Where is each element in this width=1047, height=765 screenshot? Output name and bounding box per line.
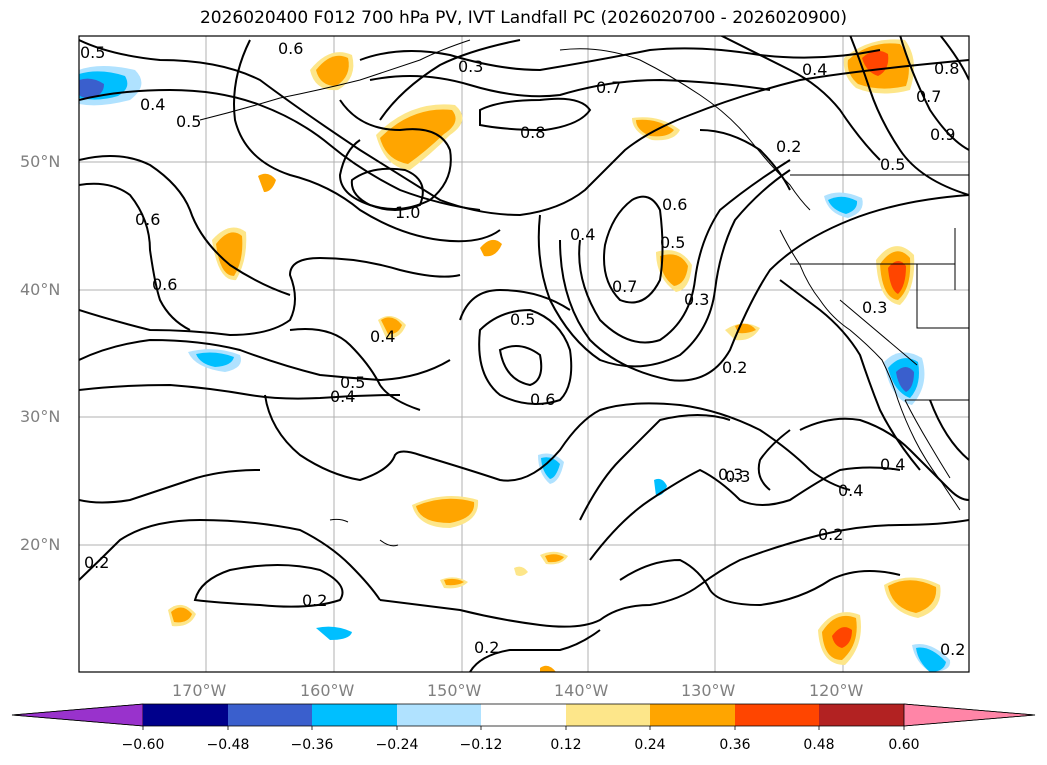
contour-label: 0.4 — [880, 455, 905, 474]
contour-label: 0.2 — [84, 553, 109, 572]
contour-label: 0.5 — [660, 233, 685, 252]
contour-label: 0.3 — [684, 290, 709, 309]
contour-label: 0.4 — [370, 327, 395, 346]
contour-label: 0.5 — [176, 112, 201, 131]
colorbar-tick-label: −0.48 — [206, 737, 250, 753]
lat-label: 30°N — [20, 407, 61, 426]
lon-label: 170°W — [172, 681, 227, 700]
contour-label: 0.2 — [722, 358, 747, 377]
contour-label: 0.6 — [152, 275, 177, 294]
contour-label: 0.5 — [80, 43, 105, 62]
contour-label: 0.5 — [510, 310, 535, 329]
lon-label: 160°W — [300, 681, 355, 700]
colorbar-tick-label: 0.48 — [803, 737, 835, 753]
contour-label: 0.2 — [302, 591, 327, 610]
contour-label: 0.3 — [725, 467, 750, 486]
contour-label: 0.4 — [838, 481, 863, 500]
colorbar-segment — [228, 704, 312, 726]
contour-label: 0.6 — [135, 210, 160, 229]
contour-label: 0.2 — [776, 137, 801, 156]
colorbar-tick-label: −0.24 — [375, 737, 419, 753]
colorbar-tick-label: −0.60 — [121, 737, 165, 753]
contour-label: 0.2 — [818, 525, 843, 544]
colorbar-segment — [481, 704, 566, 726]
colorbar-tick-label: 0.24 — [634, 737, 666, 753]
colorbar-segment — [735, 704, 819, 726]
contour-label: 0.6 — [662, 195, 687, 214]
colorbar-extend-min — [11, 703, 144, 727]
contour-label: 0.4 — [802, 60, 827, 79]
lon-label: 150°W — [427, 681, 482, 700]
colorbar-tick-label: 0.12 — [550, 737, 582, 753]
colorbar-tick-label: −0.36 — [290, 737, 334, 753]
figure-title: 2026020400 F012 700 hPa PV, IVT Landfall… — [199, 8, 847, 28]
contour-label: 0.9 — [930, 125, 955, 144]
colorbar-segment — [566, 704, 650, 726]
lat-label: 40°N — [20, 280, 61, 299]
lon-label: 130°W — [681, 681, 736, 700]
contour-label: 0.3 — [862, 298, 887, 317]
colorbar-segment — [312, 704, 397, 726]
contour-label: 0.2 — [474, 638, 499, 657]
contour-label: 0.5 — [880, 155, 905, 174]
colorbar-segment — [650, 704, 735, 726]
contour-label: 0.8 — [520, 123, 545, 142]
shaded-anomalies — [79, 39, 951, 672]
colorbar-segment — [819, 704, 904, 726]
contour-label: 0.6 — [278, 39, 303, 58]
lon-label: 140°W — [554, 681, 609, 700]
colorbar-tick-label: −0.12 — [459, 737, 503, 753]
contour-label: 0.3 — [458, 57, 483, 76]
colorbar-segment — [397, 704, 481, 726]
colorbar-extend-max — [903, 703, 1036, 727]
contour-label: 0.7 — [612, 277, 637, 296]
contour-label: 1.0 — [395, 203, 420, 222]
contour-label: 0.4 — [330, 387, 355, 406]
contour-label: 0.7 — [916, 87, 941, 106]
contour-label: 0.4 — [570, 225, 595, 244]
colorbar-tick-label: 0.60 — [888, 737, 920, 753]
lat-label: 20°N — [20, 535, 61, 554]
contour-label: 0.6 — [530, 390, 555, 409]
contour-label: 0.5 — [340, 373, 365, 392]
colorbar-tick-label: 0.36 — [719, 737, 751, 753]
contour-label: 0.8 — [934, 59, 959, 78]
colorbar-segment — [143, 704, 228, 726]
contour-label: 0.7 — [596, 78, 621, 97]
map-border — [78, 35, 970, 673]
contour-label: 0.2 — [940, 640, 965, 659]
contour-label-group: 0.5 0.6 0.3 0.7 0.4 0.8 0.5 1.0 0.4 0.2 … — [80, 39, 965, 659]
lat-label: 50°N — [20, 152, 61, 171]
lon-label: 120°W — [809, 681, 864, 700]
coastlines — [199, 39, 969, 547]
contour-label: 0.4 — [140, 95, 165, 114]
pv-contours — [79, 36, 969, 672]
colorbar — [11, 703, 1036, 730]
contour-label: 0.3 — [718, 465, 743, 484]
